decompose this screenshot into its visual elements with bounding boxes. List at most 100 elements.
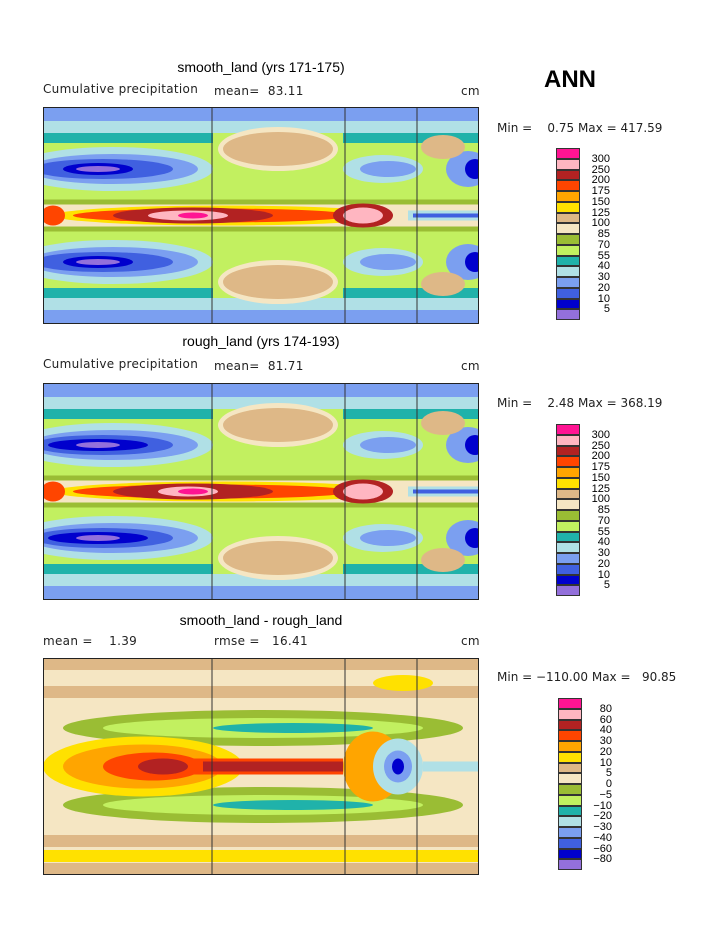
contour-region <box>413 213 479 218</box>
panel-2-units: cm <box>461 359 480 373</box>
contour-region <box>392 758 404 775</box>
colorbar-level-label: 70 <box>597 514 610 527</box>
colorbar-level-label: −60 <box>593 842 612 855</box>
colorbar-swatch <box>556 234 580 245</box>
colorbar-swatch <box>558 698 582 709</box>
contour-region <box>213 723 373 733</box>
colorbar-level-label: 250 <box>591 439 610 452</box>
panel-3-units: cm <box>461 634 480 648</box>
contour-region <box>43 121 479 133</box>
colorbar-swatch <box>556 223 580 234</box>
panel-3-rmse: rmse = 16.41 <box>214 634 308 648</box>
map-frame <box>43 658 479 875</box>
contour-region <box>43 481 65 502</box>
contour-region <box>43 850 479 862</box>
colorbar-swatch <box>558 848 582 860</box>
contour-region <box>465 252 479 272</box>
contour-region <box>43 383 479 397</box>
colorbar-swatch <box>556 477 580 489</box>
contour-region <box>43 397 479 409</box>
contour-region <box>178 212 208 219</box>
colorbar-level-label: 85 <box>597 504 610 516</box>
contour-region <box>43 658 479 670</box>
colorbar-swatch <box>556 542 580 553</box>
panel-3-minmax: Min = −110.00 Max = 90.85 <box>497 670 677 684</box>
colorbar-level-label: 10 <box>597 568 610 581</box>
colorbar-level-label: −80 <box>593 853 612 866</box>
panel-1-colorbar <box>556 148 580 320</box>
colorbar-swatch <box>558 816 582 827</box>
colorbar-swatch <box>558 827 582 838</box>
colorbar-swatch <box>558 773 582 784</box>
colorbar-level-label: 200 <box>591 450 610 463</box>
colorbar-swatch <box>556 180 580 191</box>
colorbar-swatch <box>556 158 580 170</box>
colorbar-level-label: 60 <box>599 713 612 726</box>
panel-1-subtitle: Cumulative precipitation <box>43 82 199 96</box>
panel-1-mean: mean= 83.11 <box>214 84 304 98</box>
contour-region <box>43 107 479 121</box>
contour-region <box>43 574 479 586</box>
colorbar-swatch <box>556 169 580 181</box>
colorbar-level-label: 0 <box>605 778 612 790</box>
colorbar-swatch <box>556 191 580 202</box>
colorbar-level-label: 125 <box>591 482 610 495</box>
colorbar-swatch <box>558 730 582 741</box>
colorbar-level-label: 300 <box>591 152 610 165</box>
contour-region <box>223 541 333 575</box>
colorbar-swatch <box>558 762 582 774</box>
contour-region <box>43 686 479 698</box>
colorbar-swatch <box>556 510 580 521</box>
colorbar-swatch <box>556 277 580 288</box>
panel-2-minmax: Min = 2.48 Max = 368.19 <box>497 396 663 410</box>
panel-1-contour-map <box>43 107 479 324</box>
colorbar-swatch <box>558 719 582 731</box>
colorbar-swatch <box>556 585 580 596</box>
colorbar-swatch <box>556 531 580 543</box>
contour-region <box>413 489 479 494</box>
colorbar-level-label: 175 <box>591 461 610 473</box>
colorbar-swatch <box>556 467 580 478</box>
colorbar-swatch <box>556 287 580 299</box>
colorbar-level-label: −5 <box>599 788 612 801</box>
contour-region <box>465 435 479 455</box>
colorbar-level-label: 5 <box>605 767 612 780</box>
colorbar-level-label: 20 <box>597 557 610 570</box>
colorbar-swatch <box>556 563 580 575</box>
map-frame <box>43 383 479 600</box>
season-label: ANN <box>544 66 596 93</box>
contour-region <box>43 835 479 847</box>
colorbar-swatch <box>556 424 580 435</box>
colorbar-swatch <box>556 488 580 500</box>
colorbar-level-label: 150 <box>591 471 610 484</box>
contour-region <box>343 207 383 224</box>
colorbar-level-label: 125 <box>591 206 610 219</box>
colorbar-level-label: 40 <box>597 260 610 273</box>
colorbar-swatch <box>556 201 580 213</box>
colorbar-swatch <box>558 741 582 752</box>
contour-region <box>223 132 333 166</box>
colorbar-swatch <box>556 255 580 267</box>
colorbar-level-label: 30 <box>597 271 610 283</box>
colorbar-level-label: 30 <box>599 735 612 747</box>
contour-region <box>138 758 188 775</box>
colorbar-level-label: −30 <box>593 821 612 833</box>
contour-region <box>465 528 479 548</box>
colorbar-swatch <box>556 298 580 310</box>
colorbar-swatch <box>556 309 580 320</box>
colorbar-level-label: 40 <box>597 536 610 549</box>
colorbar-level-label: −40 <box>593 831 612 844</box>
panel-2-colorbar <box>556 424 580 596</box>
colorbar-level-label: 55 <box>597 249 610 262</box>
colorbar-level-label: 300 <box>591 428 610 441</box>
colorbar-swatch <box>556 148 580 159</box>
contour-region <box>373 675 433 691</box>
colorbar-level-label: 85 <box>597 228 610 240</box>
contour-region <box>213 800 373 810</box>
colorbar-level-label: 40 <box>599 724 612 737</box>
contour-region <box>360 437 416 453</box>
colorbar-swatch <box>556 266 580 277</box>
contour-region <box>76 166 120 172</box>
contour-region <box>343 483 383 500</box>
